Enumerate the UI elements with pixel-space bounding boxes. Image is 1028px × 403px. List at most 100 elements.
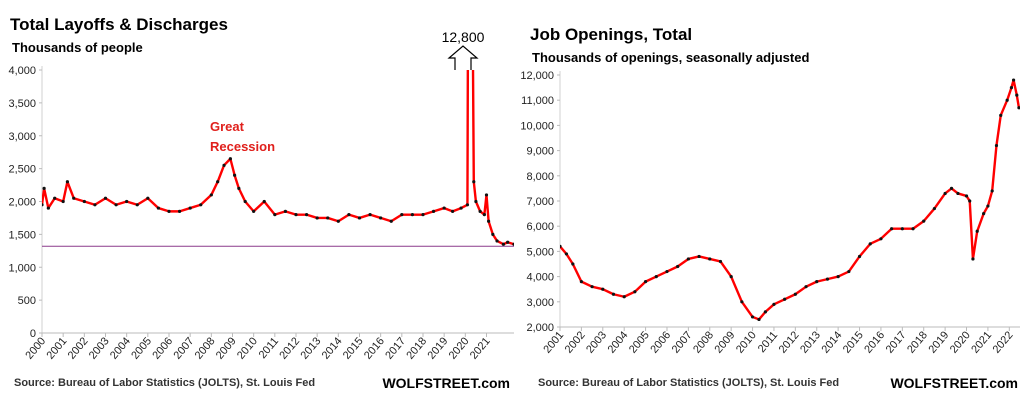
data-point bbox=[368, 213, 372, 217]
data-point bbox=[474, 199, 478, 204]
y-tick-label: 6,000 bbox=[526, 221, 554, 233]
data-point bbox=[686, 257, 690, 261]
data-point bbox=[347, 213, 351, 217]
data-point bbox=[994, 143, 999, 148]
x-tick-label: 2011 bbox=[756, 329, 780, 355]
x-tick-label: 2012 bbox=[277, 335, 302, 361]
chart-subtitle: Thousands of openings, seasonally adjust… bbox=[532, 50, 809, 65]
x-tick-label: 2007 bbox=[172, 335, 197, 361]
data-point bbox=[459, 206, 463, 210]
data-point bbox=[665, 269, 669, 274]
x-tick-label: 2015 bbox=[341, 335, 366, 361]
data-point bbox=[868, 242, 872, 246]
x-tick-label: 2000 bbox=[23, 335, 48, 361]
data-point bbox=[103, 196, 108, 200]
data-point bbox=[772, 302, 776, 306]
data-point bbox=[237, 186, 241, 190]
data-point bbox=[1005, 98, 1009, 102]
y-tick-label: 2,500 bbox=[8, 164, 36, 176]
data-point bbox=[315, 216, 319, 220]
data-point bbox=[879, 237, 883, 241]
x-tick-label: 2004 bbox=[606, 329, 631, 355]
y-tick-label: 4,000 bbox=[526, 272, 554, 284]
data-point bbox=[431, 209, 436, 213]
data-point bbox=[622, 295, 626, 299]
data-point bbox=[114, 203, 118, 207]
x-tick-label: 2017 bbox=[884, 329, 909, 355]
data-point bbox=[283, 209, 288, 213]
y-tick-label: 2,000 bbox=[8, 197, 36, 209]
data-point bbox=[890, 227, 894, 231]
y-tick-label: 2,000 bbox=[526, 322, 554, 334]
data-point bbox=[601, 287, 605, 291]
data-point bbox=[757, 317, 761, 322]
data-point bbox=[1009, 86, 1014, 90]
data-point bbox=[146, 196, 150, 200]
x-tick-label: 2018 bbox=[905, 329, 930, 355]
y-tick-label: 8,000 bbox=[526, 171, 554, 183]
data-point bbox=[611, 292, 616, 296]
data-point bbox=[252, 209, 256, 213]
data-point bbox=[209, 193, 213, 197]
data-point bbox=[836, 275, 840, 279]
data-point bbox=[750, 315, 755, 319]
data-point bbox=[990, 189, 994, 193]
y-tick-label: 5,000 bbox=[526, 246, 554, 258]
x-tick-label: 2019 bbox=[426, 335, 451, 361]
x-tick-label: 2014 bbox=[820, 329, 845, 355]
x-tick-label: 2020 bbox=[447, 335, 472, 361]
data-point bbox=[199, 203, 203, 207]
chart-subtitle: Thousands of people bbox=[12, 40, 143, 55]
data-point bbox=[971, 257, 975, 261]
x-tick-label: 2006 bbox=[150, 335, 175, 361]
data-point bbox=[590, 285, 594, 289]
data-point bbox=[442, 206, 446, 210]
x-tick-label: 2008 bbox=[193, 335, 218, 361]
data-point bbox=[968, 199, 972, 203]
y-tick-label: 7,000 bbox=[526, 196, 554, 208]
data-point bbox=[262, 199, 266, 204]
data-point bbox=[465, 203, 470, 207]
data-point bbox=[326, 216, 330, 220]
x-tick-label: 2009 bbox=[713, 329, 738, 355]
y-tick-label: 3,000 bbox=[8, 131, 36, 143]
x-tick-label: 2017 bbox=[383, 335, 408, 361]
data-point bbox=[294, 213, 298, 217]
y-tick-label: 4,000 bbox=[8, 65, 36, 77]
data-point bbox=[740, 300, 744, 304]
data-point bbox=[506, 240, 510, 244]
data-point bbox=[633, 290, 637, 294]
data-point bbox=[61, 199, 65, 204]
data-point bbox=[188, 206, 192, 210]
data-point bbox=[1011, 78, 1016, 82]
data-point bbox=[410, 213, 415, 217]
y-tick-label: 3,500 bbox=[8, 98, 36, 110]
x-tick-label: 2020 bbox=[948, 329, 973, 355]
data-point bbox=[484, 193, 489, 197]
annotation: Great bbox=[210, 119, 245, 134]
data-point bbox=[900, 227, 904, 231]
data-point bbox=[357, 216, 362, 220]
data-point bbox=[82, 199, 86, 204]
data-point bbox=[389, 219, 393, 223]
data-point bbox=[964, 194, 969, 198]
data-point bbox=[564, 252, 569, 256]
data-point bbox=[491, 232, 495, 236]
y-tick-label: 10,000 bbox=[520, 120, 554, 132]
data-point bbox=[156, 206, 161, 210]
x-tick-label: 2022 bbox=[991, 329, 1016, 355]
x-tick-label: 2021 bbox=[969, 329, 994, 355]
x-tick-label: 2015 bbox=[841, 329, 866, 355]
source: Source: Bureau of Labor Statistics (JOLT… bbox=[14, 377, 315, 389]
x-tick-label: 2018 bbox=[404, 335, 429, 361]
x-tick-label: 2019 bbox=[926, 329, 951, 355]
x-tick-label: 2002 bbox=[563, 329, 588, 355]
data-point bbox=[482, 213, 486, 217]
x-tick-label: 2010 bbox=[734, 329, 759, 355]
x-tick-label: 2016 bbox=[862, 329, 887, 355]
data-point bbox=[93, 203, 97, 207]
x-tick-label: 2003 bbox=[87, 335, 112, 361]
data-point bbox=[233, 173, 237, 177]
data-point bbox=[222, 163, 226, 167]
data-point bbox=[72, 196, 76, 200]
